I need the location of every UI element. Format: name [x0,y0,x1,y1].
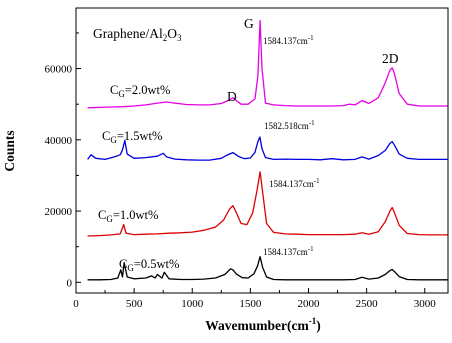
peak-label-0-5wt: 1584.137cm-1 [263,245,314,257]
series-label-0-5wt: CG=0.5wt% [119,257,179,273]
series-label-1-5wt: CG=1.5wt% [102,129,162,145]
x-axis-title: Wavemumber(cm-1) [205,316,320,333]
series-layer [87,19,448,281]
peak-label-1-0wt: 1584.137cm-1 [269,177,320,189]
series-line-1 [87,136,448,161]
y-tick-label: 0 [67,277,73,289]
series-label-1-0wt: CG=1.0wt% [98,208,158,224]
plot-frame [75,7,449,294]
series-line-3 [87,256,448,281]
axes-frame [75,7,449,294]
x-tick-label: 2000 [298,298,321,310]
series-line-0 [87,19,448,109]
x-tick-label: 1000 [181,298,204,310]
x-tick-label: 0 [73,298,79,310]
tick-layer: 0 500 1000 1500 2000 2500 3000 0 20000 40000 60000 [45,32,437,310]
y-tick-label: 40000 [45,135,73,147]
series-label-2-0wt: CG=2.0wt% [110,83,170,99]
x-tick-label: 1500 [239,298,262,310]
d-band-label: D [227,89,237,104]
x-tick-label: 3000 [414,298,437,310]
y-tick-label: 60000 [45,64,73,76]
2d-band-label: 2D [382,51,399,66]
g-band-label: G [244,16,254,31]
peak-label-1-5wt: 1582.518cm-1 [264,119,315,131]
x-tick-label: 500 [126,298,143,310]
peak-label-2-0wt: 1584.137cm-1 [263,34,314,46]
y-tick-label: 20000 [45,206,73,218]
legend-material-label: Graphene/Al2O3 [93,26,182,43]
x-tick-label: 2500 [356,298,379,310]
y-axis-title: Counts [2,130,17,171]
series-line-2 [87,171,448,237]
